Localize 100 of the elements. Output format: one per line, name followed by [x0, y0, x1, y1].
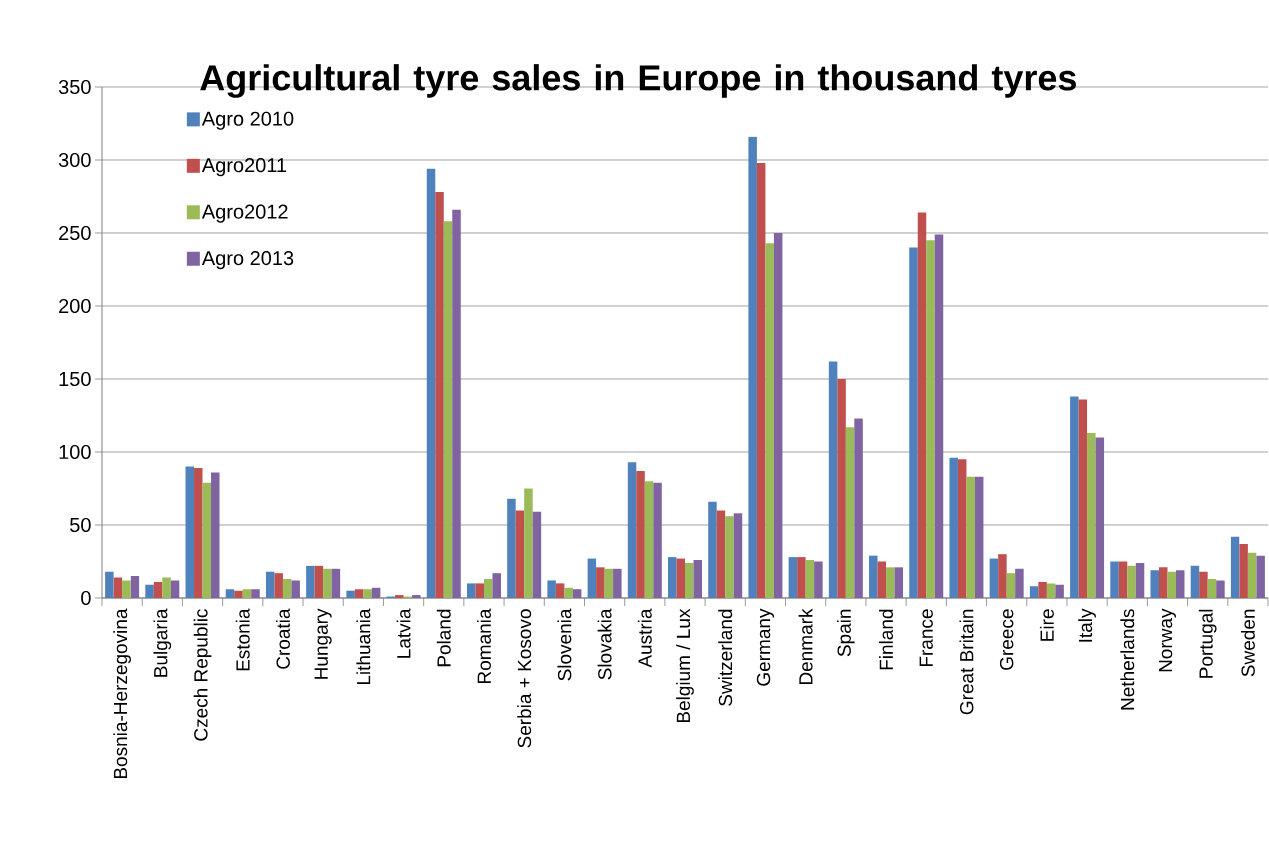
bar [1230, 536, 1240, 598]
bar [1038, 581, 1047, 598]
bar [989, 558, 999, 598]
legend-label: Agro2011 [201, 158, 287, 177]
x-tick-label: Bulgaria [153, 608, 172, 677]
bar [1207, 579, 1217, 598]
bar [596, 567, 605, 598]
x-tick-label: Austria [637, 608, 652, 668]
bar [274, 573, 283, 598]
bar [1167, 571, 1176, 598]
bar [170, 580, 180, 598]
x-tick-label: Estonia [235, 608, 250, 671]
bar [492, 573, 501, 598]
bar [653, 482, 662, 598]
bar [524, 488, 533, 598]
bar [676, 558, 686, 598]
legend-label: Agro 2013 [201, 251, 294, 270]
legend-label: Agro2012 [201, 204, 288, 223]
bar [1239, 543, 1248, 598]
bar [515, 510, 525, 598]
bar [282, 579, 292, 598]
bar [507, 498, 516, 598]
bar [845, 427, 855, 598]
bar [1247, 552, 1257, 598]
bar [693, 560, 703, 598]
x-tick-label: Germany [756, 608, 775, 686]
x-tick-label: Italy [1078, 608, 1096, 642]
x-tick-label: Lithuania [356, 608, 371, 685]
bar [733, 513, 743, 598]
bar [797, 557, 806, 598]
y-tick-label: 100 [59, 444, 91, 460]
bar [1150, 570, 1159, 598]
bar [644, 481, 654, 598]
x-tick-label: Czech Republic [193, 609, 212, 741]
x-tick-label: Denmark [798, 608, 813, 685]
bar [917, 212, 927, 598]
bar [1087, 433, 1096, 598]
bar [412, 595, 421, 598]
bar [185, 466, 195, 598]
bar [202, 482, 212, 598]
bar [113, 577, 123, 598]
bar [1158, 567, 1168, 598]
bar [966, 476, 975, 598]
bar [130, 576, 140, 598]
bar [604, 568, 614, 598]
x-tick-label: Eire [1039, 609, 1054, 641]
bar [225, 589, 235, 598]
bar [475, 583, 484, 598]
x-tick-label: Slovenia [557, 608, 572, 681]
bar [636, 470, 645, 598]
x-tick-label: Netherlands [1120, 609, 1135, 710]
bar [949, 457, 958, 598]
bar [1118, 561, 1128, 598]
bar [1216, 580, 1225, 598]
bar [314, 565, 324, 598]
bar [1006, 573, 1016, 598]
y-tick-label: 50 [70, 517, 91, 533]
bar [1015, 568, 1024, 598]
bar [974, 476, 984, 598]
bar [426, 168, 436, 598]
bar [814, 561, 823, 598]
bar [234, 590, 243, 598]
x-tick-label: Great Britain [959, 609, 974, 715]
bar [371, 587, 381, 598]
bar [627, 462, 637, 598]
bar [957, 459, 967, 598]
bar [122, 580, 131, 598]
x-tick-label: Switzerland [718, 609, 733, 706]
bar [105, 571, 114, 598]
bar [306, 565, 315, 598]
x-tick-label: Latvia [396, 608, 411, 658]
bar [572, 589, 582, 598]
x-tick-label: Sweden [1240, 609, 1255, 677]
x-tick-label: Poland [436, 609, 451, 667]
y-tick-label: 0 [81, 590, 91, 606]
legend-label: Agro 2010 [201, 111, 294, 130]
bar [587, 558, 597, 598]
chart-title: Agricultural tyre sales in Europe in thousand tyres [200, 64, 1076, 98]
x-tick-label: Slovakia [597, 608, 612, 680]
bar [483, 579, 493, 598]
x-tick-label: Portugal [1198, 609, 1217, 678]
bar [363, 589, 372, 598]
bar [748, 136, 757, 598]
bar [211, 472, 220, 598]
bar [613, 568, 622, 598]
bar [1256, 555, 1265, 598]
bar [685, 562, 694, 598]
bar [1046, 583, 1056, 598]
x-tick-label: Belgium / Lux [676, 608, 694, 723]
bar [251, 589, 260, 598]
bar [909, 247, 918, 598]
bar [765, 243, 774, 598]
bar [998, 554, 1007, 598]
bar [926, 240, 935, 598]
bar [725, 516, 734, 598]
bar [828, 361, 838, 598]
bar [435, 192, 444, 598]
x-tick-label: France [919, 609, 933, 667]
bar [1110, 561, 1119, 598]
x-tick-label: Serbia + Kosovo [517, 609, 532, 748]
